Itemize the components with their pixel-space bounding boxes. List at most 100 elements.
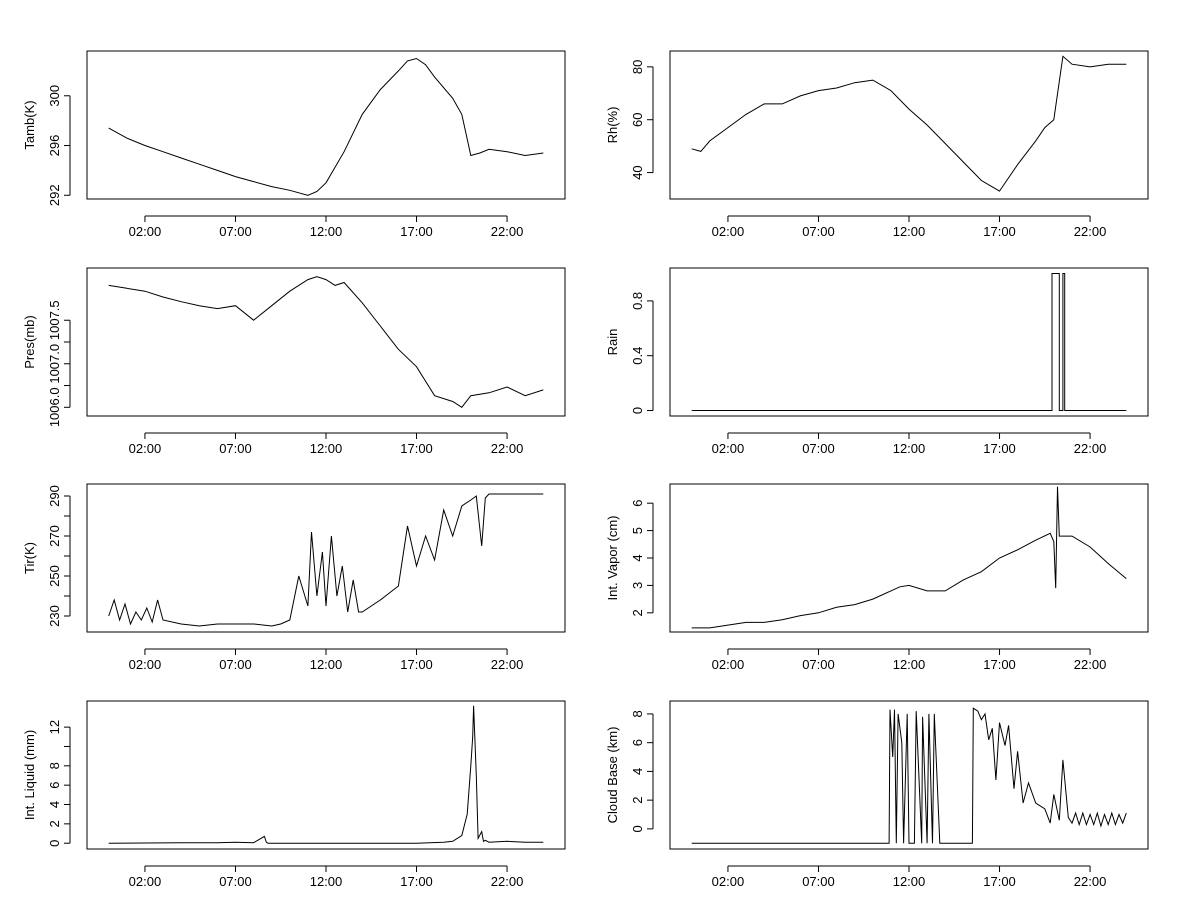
x-tick-label: 22:00 bbox=[1074, 657, 1107, 672]
y-axis-title: Rain bbox=[605, 329, 620, 356]
y-tick-label: 1006.0 bbox=[47, 387, 62, 427]
x-tick-label: 12:00 bbox=[893, 441, 926, 456]
y-tick-label: 6 bbox=[47, 782, 62, 789]
plot-frame bbox=[669, 700, 1149, 850]
y-tick-label: 5 bbox=[630, 527, 645, 534]
y-tick-label: 296 bbox=[47, 135, 62, 157]
y-axis-title: Int. Liquid (mm) bbox=[22, 730, 37, 820]
chart-panel-5: 02:00 07:00 12:00 17:00 22:00 230 250 270 290 Tir… bbox=[22, 483, 566, 672]
x-tick-label: 07:00 bbox=[802, 874, 835, 889]
x-tick-label: 22:00 bbox=[1074, 441, 1107, 456]
series-line bbox=[108, 705, 544, 844]
y-tick-label: 292 bbox=[47, 184, 62, 206]
x-tick-label: 07:00 bbox=[802, 657, 835, 672]
x-tick-label: 02:00 bbox=[129, 441, 162, 456]
chart-panel-6: 02:00 07:00 12:00 17:00 22:00 2 3 4 5 6 Int. Vapor… bbox=[605, 483, 1149, 672]
x-tick-label: 07:00 bbox=[219, 874, 252, 889]
y-axis-title: Tir(K) bbox=[22, 542, 37, 574]
y-tick-label: 8 bbox=[630, 710, 645, 717]
x-tick-label: 02:00 bbox=[712, 441, 745, 456]
y-axis-title: Tamb(K) bbox=[22, 100, 37, 149]
x-tick-label: 02:00 bbox=[712, 657, 745, 672]
x-tick-label: 02:00 bbox=[712, 224, 745, 239]
y-tick-label: 6 bbox=[630, 739, 645, 746]
chart-panel-3: 02:00 07:00 12:00 17:00 22:00 1006.0 1007.0 100… bbox=[22, 267, 566, 456]
x-tick-label: 22:00 bbox=[491, 657, 524, 672]
y-tick-label: 12 bbox=[47, 720, 62, 734]
plot-frame bbox=[669, 483, 1149, 633]
y-axis-title: Cloud Base (km) bbox=[605, 727, 620, 824]
series-line bbox=[691, 707, 1127, 844]
x-tick-label: 12:00 bbox=[893, 657, 926, 672]
y-tick-label: 290 bbox=[47, 485, 62, 507]
plot-frame bbox=[86, 483, 566, 633]
y-tick-label: 2 bbox=[630, 609, 645, 616]
x-tick-label: 02:00 bbox=[129, 874, 162, 889]
series-line bbox=[691, 273, 1127, 411]
chart-panel-2: 02:00 07:00 12:00 17:00 22:00 40 60 80 Rh(%) bbox=[605, 50, 1149, 239]
x-tick-label: 12:00 bbox=[893, 874, 926, 889]
x-tick-label: 17:00 bbox=[983, 224, 1016, 239]
series-line bbox=[691, 486, 1127, 629]
y-tick-label: 4 bbox=[630, 554, 645, 561]
plot-frame bbox=[669, 50, 1149, 200]
x-tick-label: 07:00 bbox=[219, 657, 252, 672]
x-tick-label: 07:00 bbox=[219, 224, 252, 239]
x-tick-label: 02:00 bbox=[712, 874, 745, 889]
y-tick-label: 0 bbox=[630, 825, 645, 832]
y-tick-label: 80 bbox=[630, 60, 645, 74]
y-axis-title: Pres(mb) bbox=[22, 315, 37, 368]
y-tick-label: 4 bbox=[630, 768, 645, 775]
chart-panel-8: 02:00 07:00 12:00 17:00 22:00 0 2 4 6 8 Cloud Base… bbox=[605, 700, 1149, 889]
x-tick-label: 12:00 bbox=[310, 224, 343, 239]
x-tick-label: 17:00 bbox=[983, 657, 1016, 672]
chart-panel-4: 02:00 07:00 12:00 17:00 22:00 0 0.4 0.8 Rain bbox=[605, 267, 1149, 456]
chart-panel-7: 02:00 07:00 12:00 17:00 22:00 0 2 4 6 8 12 Int. Liq… bbox=[22, 700, 566, 889]
x-tick-label: 17:00 bbox=[400, 441, 433, 456]
y-tick-label: 4 bbox=[47, 801, 62, 808]
series-line bbox=[691, 55, 1127, 192]
series-line bbox=[108, 57, 544, 196]
x-tick-label: 12:00 bbox=[310, 874, 343, 889]
x-tick-label: 22:00 bbox=[491, 874, 524, 889]
plot-frame bbox=[86, 50, 566, 200]
y-tick-label: 60 bbox=[630, 112, 645, 126]
y-tick-label: 0.8 bbox=[630, 292, 645, 310]
x-tick-label: 17:00 bbox=[400, 874, 433, 889]
y-tick-label: 6 bbox=[630, 500, 645, 507]
x-tick-label: 17:00 bbox=[400, 224, 433, 239]
y-tick-label: 1007.0 bbox=[47, 344, 62, 384]
y-tick-label: 230 bbox=[47, 605, 62, 627]
x-tick-label: 02:00 bbox=[129, 657, 162, 672]
y-tick-label: 300 bbox=[47, 85, 62, 107]
plot-frame bbox=[86, 267, 566, 417]
x-tick-label: 22:00 bbox=[491, 224, 524, 239]
y-tick-label: 2 bbox=[630, 797, 645, 804]
chart-panel-1: 02:00 07:00 12:00 17:00 22:00 292 296 300 Tamb(K… bbox=[22, 50, 566, 239]
series-line bbox=[108, 493, 544, 627]
y-axis-title: Rh(%) bbox=[605, 107, 620, 144]
y-tick-label: 0 bbox=[47, 840, 62, 847]
y-tick-label: 3 bbox=[630, 582, 645, 589]
plot-frame bbox=[669, 267, 1149, 417]
y-tick-label: 1007.5 bbox=[47, 300, 62, 340]
y-tick-label: 270 bbox=[47, 525, 62, 547]
x-tick-label: 22:00 bbox=[1074, 874, 1107, 889]
y-tick-label: 40 bbox=[630, 165, 645, 179]
x-tick-label: 22:00 bbox=[491, 441, 524, 456]
series-line bbox=[108, 276, 544, 408]
x-tick-label: 17:00 bbox=[983, 874, 1016, 889]
plot-frame bbox=[86, 700, 566, 850]
x-tick-label: 17:00 bbox=[400, 657, 433, 672]
x-tick-label: 07:00 bbox=[802, 224, 835, 239]
x-tick-label: 07:00 bbox=[802, 441, 835, 456]
y-tick-label: 0 bbox=[630, 407, 645, 414]
x-tick-label: 07:00 bbox=[219, 441, 252, 456]
y-tick-label: 250 bbox=[47, 565, 62, 587]
x-tick-label: 17:00 bbox=[983, 441, 1016, 456]
y-tick-label: 0.4 bbox=[630, 347, 645, 365]
x-tick-label: 12:00 bbox=[310, 657, 343, 672]
y-tick-label: 8 bbox=[47, 762, 62, 769]
y-tick-label: 2 bbox=[47, 820, 62, 827]
